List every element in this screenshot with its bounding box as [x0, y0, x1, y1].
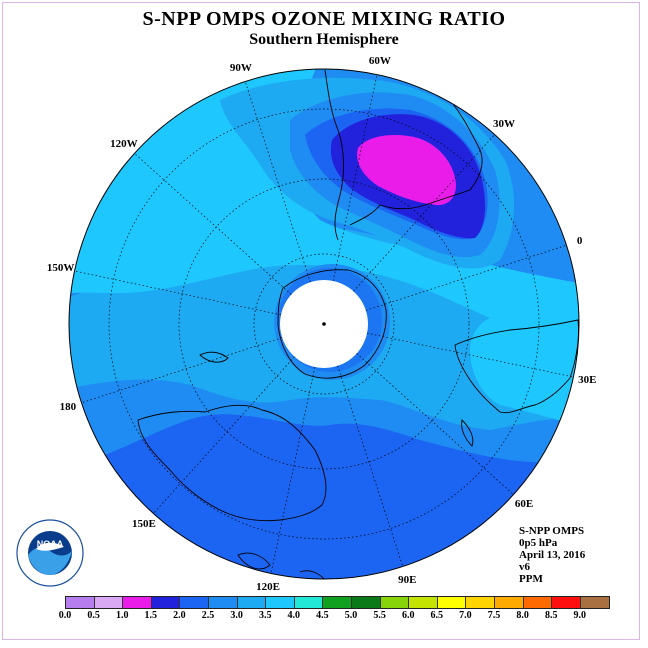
colorbar-cell [151, 597, 181, 608]
coast-madagascar [461, 419, 474, 447]
map-boundary [68, 68, 580, 580]
colorbar-tick-label: 1.5 [144, 610, 158, 621]
meridians [74, 74, 574, 574]
ozone-band-3-5-4-0-east [470, 318, 579, 430]
latitude-circle-1 [253, 253, 395, 395]
graticule [108, 108, 540, 540]
meridian-line [366, 332, 574, 378]
noaa-logo: NOAA [16, 519, 84, 591]
colorbar-cell [180, 597, 209, 608]
colorbar-tick-label: 7.0 [459, 610, 472, 621]
info-level: 0p5 hPa [519, 537, 558, 549]
colorbar-cell [66, 597, 95, 608]
colorbar-cell [208, 597, 238, 608]
colorbar-cell [552, 597, 581, 608]
colorbar-tick-label: 2.5 [201, 610, 215, 621]
svg-text:NOAA: NOAA [37, 539, 64, 549]
colorbar-tick-label: 4.5 [316, 610, 329, 621]
colorbar-cell [323, 597, 352, 608]
coast-south-america-east [349, 87, 483, 226]
colorbar-tick-label: 3.0 [230, 610, 243, 621]
colorbar [65, 596, 611, 609]
longitude-label: 150E [132, 517, 156, 530]
info-version: v6 [519, 561, 530, 573]
coast-antarctica [277, 269, 387, 379]
longitude-label: 120W [110, 138, 138, 150]
meridian-line [332, 74, 378, 282]
colorbar-cell [237, 597, 267, 608]
colorbar-cell [351, 597, 381, 608]
colorbar-tick-label: 8.0 [516, 610, 529, 621]
colorbar-cell [123, 597, 152, 608]
info-units: PPM [519, 573, 543, 585]
colorbar-cell [580, 597, 610, 608]
colorbar-cell [94, 597, 124, 608]
figure-subtitle: Southern Hemisphere [249, 31, 399, 48]
colorbar-tick-label: 5.5 [373, 610, 386, 621]
longitude-label: 120E [256, 581, 280, 594]
colorbar-tick-label: 6.0 [401, 610, 415, 621]
coast-island-a [237, 552, 271, 570]
longitude-label: 90E [398, 573, 417, 586]
colorbar-cell [494, 597, 524, 608]
info-product: S-NPP OMPS [519, 525, 585, 537]
colorbar-tick-label: 0.0 [58, 610, 72, 621]
meridian-line [74, 270, 282, 316]
longitude-label: 30W [492, 118, 515, 131]
colorbar-tick-label: 7.5 [487, 610, 501, 621]
colorbar-tick-label: 4.0 [287, 610, 301, 621]
colorbar-cell [266, 597, 295, 608]
meridian-line [244, 81, 311, 283]
coast-new-zealand-south [199, 351, 229, 363]
meridian-line [270, 366, 316, 574]
colorbar-tick-label: 9.0 [573, 610, 587, 621]
longitude-label: 90W [229, 62, 252, 75]
colorbar-tick-label: 6.5 [430, 610, 444, 621]
longitude-label: 60W [368, 54, 391, 67]
latitude-circle-2 [178, 178, 470, 470]
meridian-line [81, 337, 283, 404]
colorbar-tick-label: 5.0 [344, 610, 358, 621]
meridian-line [365, 244, 567, 311]
figure-frame [2, 2, 640, 640]
coastlines [137, 69, 579, 579]
meridian-line [356, 353, 514, 495]
colorbar-cell [466, 597, 495, 608]
meridian-line [353, 134, 495, 292]
longitude-label: 30E [578, 373, 597, 386]
coast-australia [137, 404, 327, 522]
colorbar-cell [437, 597, 467, 608]
longitude-label: 60E [514, 497, 534, 510]
colorbar-cell [380, 597, 410, 608]
colorbar-tick-label: 3.5 [258, 610, 272, 621]
info-block: S-NPP OMPS 0p5 hPa April 13, 2016 v6 PPM [519, 525, 585, 585]
colorbar-cell [409, 597, 438, 608]
coast-africa-south [454, 319, 579, 414]
colorbar-cell [523, 597, 553, 608]
south-pole-point [322, 322, 326, 326]
colorbar-cell [294, 597, 324, 608]
latitude-circle-3 [108, 108, 540, 540]
longitude-label: 0 [576, 234, 583, 247]
colorbar-tick-label: 8.5 [544, 610, 558, 621]
info-date: April 13, 2016 [519, 549, 586, 561]
meridian-line [337, 365, 404, 567]
figure-title: S-NPP OMPS OZONE MIXING RATIO [142, 8, 506, 30]
colorbar-tick-label: 1.0 [115, 610, 129, 621]
colorbar-tick-label: 2.0 [173, 610, 186, 621]
colorbar-tick-label: 0.5 [87, 610, 100, 621]
longitude-label: 150W [46, 262, 75, 275]
longitude-label: 180 [59, 401, 77, 414]
ozone-band-1-0-1-5 [357, 135, 456, 206]
coast-south-america-west [324, 69, 344, 241]
